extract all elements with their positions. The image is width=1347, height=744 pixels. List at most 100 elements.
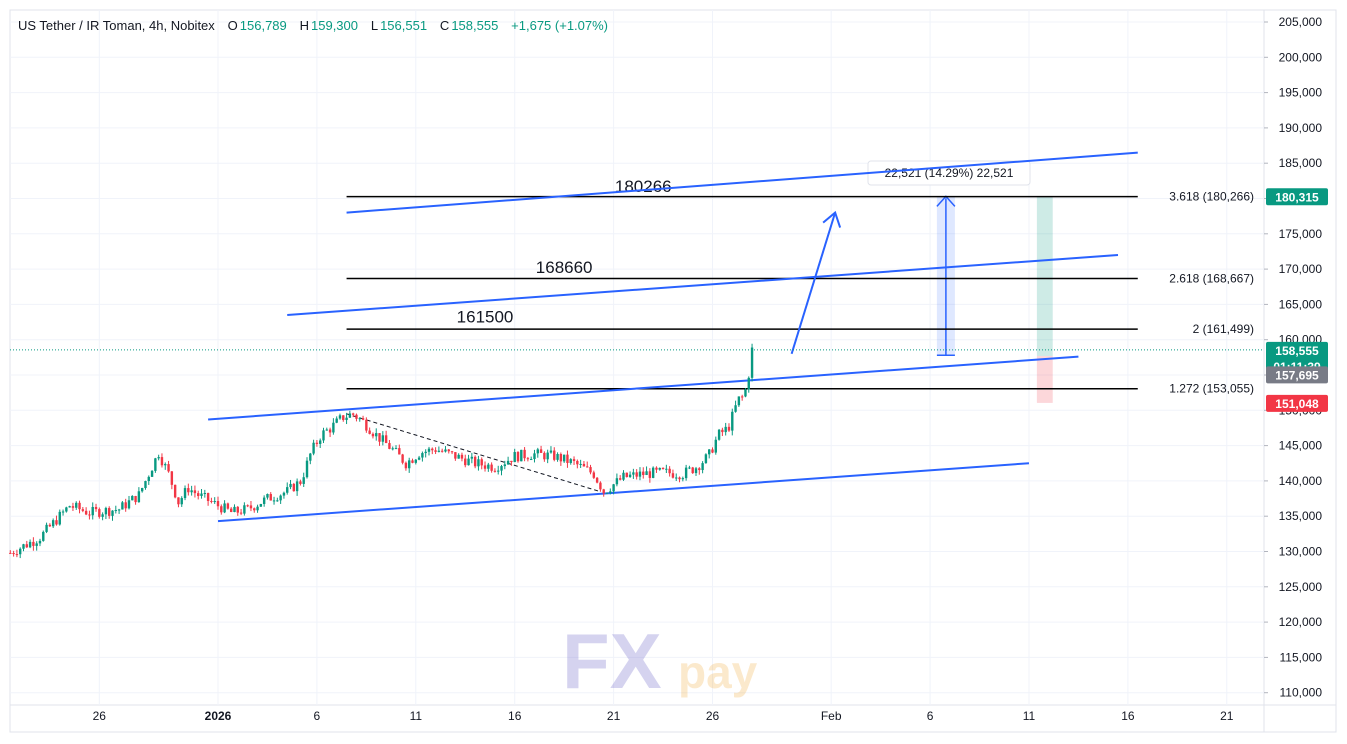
x-tick-label: 21 (1220, 709, 1234, 723)
x-tick-label: 11 (1023, 709, 1036, 723)
tag-stop-price: 151,048 (1275, 397, 1319, 411)
fxpay-watermark: FX pay (562, 617, 758, 705)
candle-body (529, 459, 533, 461)
candle-body (269, 494, 272, 501)
candle-body (305, 460, 309, 478)
candle-body (431, 448, 434, 451)
candle-body (75, 502, 78, 508)
candle-body (609, 491, 612, 493)
chart-legend: US Tether / IR Toman, 4h, Nobitex O 156,7… (18, 18, 610, 33)
candle-body (167, 464, 170, 472)
x-tick-label: 6 (927, 709, 934, 723)
candle-body (325, 429, 328, 431)
position-profit-zone (1036, 196, 1053, 356)
candle-body (137, 491, 141, 503)
candle-body (602, 489, 605, 494)
candle-body (328, 429, 332, 433)
candle-body (513, 452, 516, 463)
candle-body (342, 415, 345, 421)
candle-body (398, 448, 401, 455)
candle-body (22, 544, 25, 549)
candle-body (658, 467, 661, 470)
candle-body (464, 458, 467, 466)
tag-entry-price: 157,695 (1275, 368, 1319, 382)
candle-body (276, 500, 279, 502)
candle-body (539, 449, 543, 453)
candle-body (450, 451, 454, 453)
x-tick-label: 2026 (205, 709, 232, 723)
candle-body (114, 510, 118, 512)
candle-body (714, 439, 717, 453)
y-tick-label: 170,000 (1279, 262, 1323, 276)
candle-body (688, 467, 691, 469)
candle-body (131, 495, 134, 501)
candle-body (216, 501, 220, 507)
candle-body (315, 442, 319, 444)
candle-body (299, 481, 302, 484)
candle-body (108, 508, 111, 516)
candle-body (48, 524, 52, 527)
candle-body (256, 506, 259, 511)
candle-body (579, 463, 582, 465)
y-tick-label: 205,000 (1279, 15, 1323, 29)
candle-body (154, 458, 157, 471)
candle-body (200, 493, 203, 496)
candle-body (704, 454, 708, 464)
candle-body (101, 514, 104, 517)
change-value: +1,675 (+1.07%) (511, 18, 609, 33)
high-label: H (299, 18, 309, 33)
candle-body (121, 502, 124, 510)
candle-body (414, 459, 417, 463)
candle-body (190, 490, 193, 493)
close-label: C (439, 18, 450, 33)
candle-body (170, 471, 174, 485)
candle-body (582, 463, 586, 467)
candle-body (440, 450, 444, 452)
candle-body (173, 484, 177, 498)
candle-body (292, 483, 296, 492)
candle-body (651, 467, 655, 478)
candle-body (78, 502, 81, 510)
candle-body (322, 430, 325, 441)
candle-body (239, 512, 243, 514)
candle-body (559, 454, 563, 462)
candle-body (25, 544, 28, 548)
candle-body (638, 471, 642, 477)
candle-body (569, 459, 572, 463)
candle-body (546, 452, 549, 460)
candle-body (117, 509, 121, 511)
candle-body (645, 471, 648, 476)
candle-body (262, 497, 266, 504)
candle-body (586, 466, 589, 468)
x-tick-label: 11 (410, 709, 423, 723)
candle-body (605, 492, 609, 494)
candle-body (592, 472, 596, 478)
candle-body (375, 433, 378, 437)
candle-body (289, 483, 292, 488)
candle-body (543, 452, 546, 460)
candle-body (599, 482, 602, 490)
candle-body (404, 462, 408, 469)
candle-body (622, 472, 625, 480)
candle-body (12, 553, 15, 555)
candle-body (434, 450, 437, 452)
candle-body (35, 543, 38, 546)
candle-body (213, 501, 216, 503)
candle-body (180, 498, 183, 505)
candle-body (454, 452, 457, 459)
candle-body (665, 468, 668, 470)
candle-body (460, 454, 464, 459)
candle-body (243, 505, 246, 514)
candle-body (61, 511, 65, 513)
open-value: 156,789 (239, 18, 287, 33)
y-tick-label: 200,000 (1279, 50, 1323, 64)
y-tick-label: 165,000 (1279, 297, 1323, 311)
candle-body (727, 426, 731, 431)
candle-body (747, 377, 750, 390)
candle-body (91, 506, 94, 516)
candle-body (526, 458, 530, 460)
candle-body (65, 507, 68, 512)
candle-body (711, 449, 714, 453)
candle-body (286, 487, 289, 493)
